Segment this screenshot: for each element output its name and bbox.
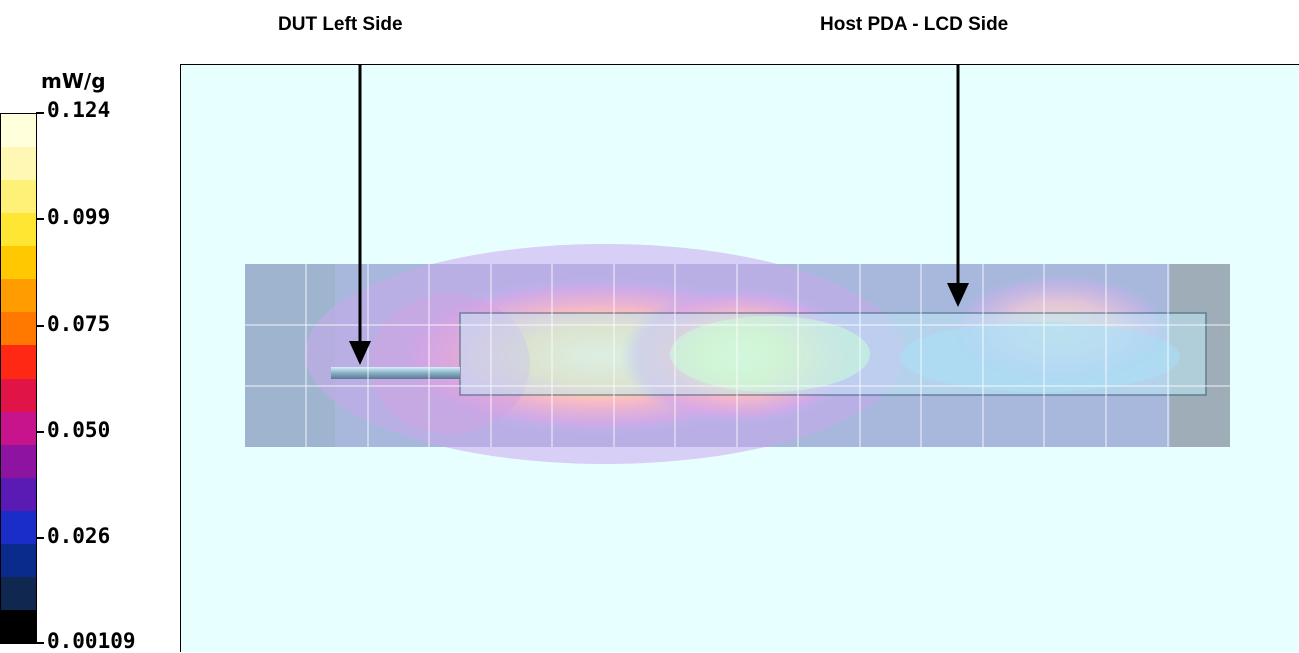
colorbar-tickmark — [36, 642, 44, 644]
colorbar-swatch — [0, 411, 36, 445]
colorbar-tickmark — [36, 431, 44, 433]
colorbar-tick-4: 0.050 — [47, 418, 111, 442]
colorbar-tickmark — [36, 537, 44, 539]
sar-plot — [180, 64, 1299, 652]
dut-device — [331, 367, 460, 379]
colorbar-swatch — [0, 179, 36, 213]
colorbar-tick-3: 0.075 — [47, 312, 111, 336]
colorbar-swatch — [0, 477, 36, 511]
colorbar-swatch — [0, 146, 36, 180]
host-pda-lcd-side-label: Host PDA - LCD Side — [820, 14, 1009, 35]
colorbar-tick-min: 0.00109 — [47, 629, 136, 653]
colorbar-swatch — [0, 576, 36, 611]
colorbar-gradient — [0, 113, 37, 644]
colorbar-tickmark — [36, 325, 44, 327]
colorbar-swatch — [0, 510, 36, 545]
scan-area — [245, 244, 1230, 464]
colorbar-swatch — [0, 245, 36, 280]
colorbar-swatch — [0, 609, 36, 644]
colorbar-swatch — [0, 278, 36, 313]
colorbar-tick-2: 0.099 — [47, 205, 111, 229]
colorbar-swatch — [0, 113, 36, 147]
colorbar-tickmark — [36, 112, 44, 114]
colorbar-swatch — [0, 378, 36, 412]
colorbar-swatch — [0, 212, 36, 246]
colorbar-frame — [0, 113, 37, 644]
host-arrow — [947, 64, 969, 307]
colorbar-swatch — [0, 543, 36, 578]
colorbar-unit: mW/g — [41, 69, 106, 93]
colorbar-swatch — [0, 444, 36, 478]
colorbar-tickmark — [36, 218, 44, 220]
colorbar-swatch — [0, 344, 36, 379]
colorbar-tick-max: 0.124 — [47, 98, 111, 122]
colorbar-swatch — [0, 311, 36, 346]
dut-arrow — [349, 64, 371, 365]
colorbar-tick-5: 0.026 — [47, 524, 111, 548]
measurement-grid — [245, 264, 1230, 447]
dut-left-side-label: DUT Left Side — [278, 14, 403, 35]
